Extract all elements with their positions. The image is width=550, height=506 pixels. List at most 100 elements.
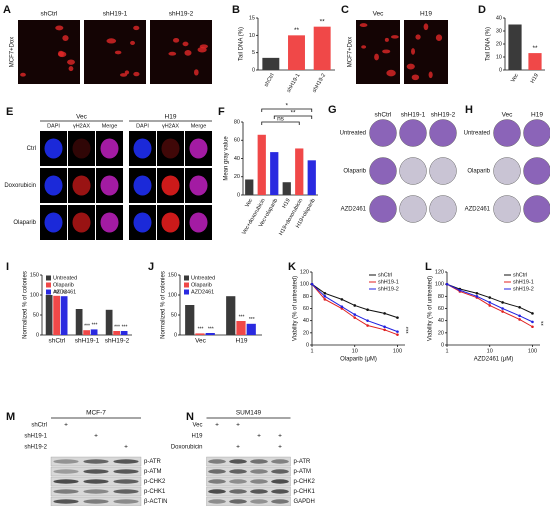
significance: *** — [122, 324, 128, 330]
comet — [114, 50, 122, 55]
bar — [83, 330, 90, 335]
y-tick-label: 120 — [300, 269, 309, 275]
blot-strip — [206, 496, 291, 506]
y-tick-label: 100 — [30, 292, 39, 298]
column-label: shH19-2 — [431, 112, 456, 119]
y-tick-label: 0 — [441, 342, 444, 348]
x-tick-label: 10 — [487, 348, 493, 354]
point — [518, 305, 521, 309]
protein-label: β-ACTIN — [144, 499, 167, 505]
band — [250, 459, 268, 464]
bar — [236, 321, 246, 335]
bracket-label: ns — [277, 116, 285, 123]
y-tick-label: 15 — [249, 15, 255, 21]
micrograph — [68, 131, 95, 166]
point — [396, 333, 399, 336]
comet-image — [18, 20, 80, 84]
nucleus — [44, 138, 63, 159]
well — [369, 157, 397, 185]
y-tick-label: 20 — [234, 174, 240, 180]
group-label: Vec — [76, 114, 88, 121]
y-tick-label: 80 — [438, 294, 444, 300]
point — [383, 325, 386, 329]
comet — [382, 49, 391, 54]
row-label: Doxorubicin — [4, 183, 36, 189]
row-label: AZD2461 — [465, 207, 491, 213]
y-axis-label: Viability (% of untreated) — [428, 276, 434, 341]
column-label: shH19-1 — [401, 112, 426, 119]
y-tick-label: 40 — [303, 318, 309, 324]
x-axis-label: Olaparib (μM) — [340, 357, 377, 363]
bar — [528, 53, 542, 70]
image-label: H19 — [420, 11, 432, 18]
comet — [415, 34, 421, 40]
point — [396, 330, 399, 333]
panel-letter: L — [425, 261, 432, 273]
panel-letter: N — [186, 411, 194, 423]
nucleus — [161, 138, 180, 159]
band — [208, 459, 226, 464]
panel-letter: A — [3, 4, 11, 16]
legend-label: shCtrl — [378, 272, 392, 278]
column-label: shCtrl — [375, 112, 393, 119]
x-tick-label: shH19-1 — [286, 73, 302, 94]
well — [399, 195, 427, 223]
point — [353, 316, 357, 319]
channel-label: Merge — [102, 123, 118, 129]
legend-swatch — [184, 289, 189, 295]
comet — [130, 40, 135, 46]
blot-strip — [206, 456, 291, 467]
band — [229, 479, 247, 484]
column-label: H19 — [531, 112, 543, 119]
y-tick-label: 20 — [303, 330, 309, 336]
band — [83, 479, 109, 484]
nucleus — [100, 175, 119, 196]
condition-label: shH19-1 — [24, 434, 47, 440]
band — [53, 469, 79, 474]
well — [369, 119, 397, 147]
panel-letter: I — [6, 261, 9, 273]
y-axis-label: Tail DNA (%) — [239, 27, 245, 61]
row-label: AZD2461 — [341, 207, 367, 213]
well — [493, 157, 521, 185]
nucleus — [133, 212, 152, 233]
x-tick-label: 10 — [352, 348, 358, 354]
y-tick-label: 0 — [306, 342, 309, 348]
legend-swatch — [46, 275, 51, 281]
comet — [172, 37, 180, 43]
significance: *** — [92, 323, 98, 329]
comet — [435, 34, 443, 41]
comet — [184, 49, 192, 56]
y-tick-label: 80 — [234, 119, 240, 125]
protein-label: GAPDH — [294, 499, 315, 505]
channel-label: DAPI — [136, 123, 149, 129]
band — [53, 489, 79, 494]
x-axis-label: AZD2461 (μM) — [474, 357, 513, 363]
bracket — [261, 108, 313, 112]
comet — [411, 48, 416, 55]
band — [83, 489, 109, 494]
band — [53, 479, 79, 484]
y-axis-label: Normalized % of colonies — [161, 271, 167, 339]
point — [501, 310, 504, 313]
comet — [120, 73, 128, 77]
bar — [195, 333, 205, 335]
comet — [68, 66, 74, 72]
bar — [508, 24, 522, 70]
point — [531, 325, 534, 329]
row-label: Olaparib — [343, 169, 366, 175]
point — [501, 307, 504, 310]
band — [113, 469, 139, 474]
y-tick-label: 30 — [496, 28, 502, 34]
protein-label: p-ATM — [294, 469, 312, 475]
point — [366, 319, 369, 322]
x-tick-label: H19 — [281, 198, 291, 210]
band — [113, 459, 139, 464]
legend-label: shH19-1 — [513, 279, 534, 285]
legend-label: Olaparib — [53, 282, 74, 288]
nucleus — [44, 175, 63, 196]
band — [113, 489, 139, 494]
panel-letter: B — [232, 4, 240, 16]
nucleus — [44, 212, 63, 233]
well — [523, 157, 550, 185]
